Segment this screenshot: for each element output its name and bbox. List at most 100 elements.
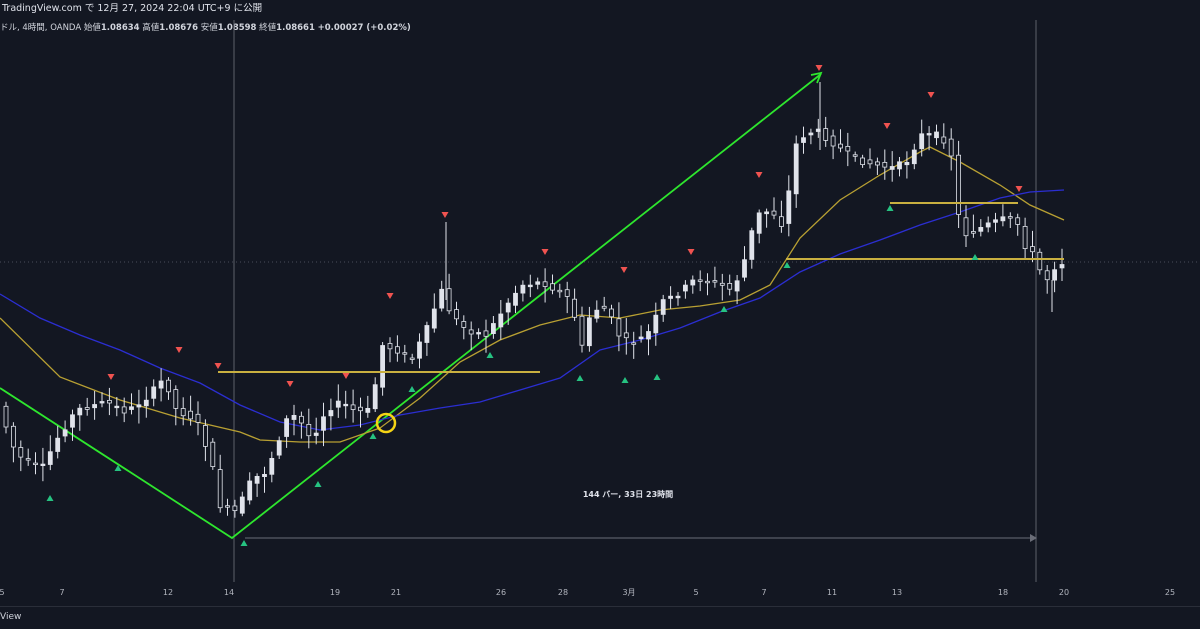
candle-body bbox=[513, 292, 518, 306]
candle-body bbox=[963, 217, 969, 237]
candle-body bbox=[1007, 216, 1013, 219]
candle-body bbox=[3, 405, 9, 428]
candle-body bbox=[1052, 269, 1057, 281]
candle-body bbox=[70, 414, 75, 428]
candle-body bbox=[217, 469, 223, 509]
x-tick-label: 20 bbox=[1059, 588, 1069, 597]
candle-body bbox=[446, 288, 452, 312]
candle-body bbox=[328, 410, 334, 417]
moving-averages bbox=[0, 146, 1065, 443]
swing-low-up-marker bbox=[369, 433, 377, 439]
candle-body bbox=[631, 342, 637, 345]
candle-body bbox=[461, 321, 467, 328]
x-tick-label: 28 bbox=[558, 588, 568, 597]
candle-body bbox=[926, 133, 932, 136]
candle-body bbox=[527, 284, 533, 288]
trendlines bbox=[0, 71, 823, 540]
candle-body bbox=[358, 406, 363, 412]
swing-high-down-marker bbox=[815, 65, 823, 71]
open-label: 始値 bbox=[83, 23, 101, 33]
candle-body bbox=[350, 404, 356, 410]
candle-body bbox=[409, 357, 415, 360]
candle-body bbox=[742, 259, 747, 278]
swing-low-up-marker bbox=[576, 375, 584, 381]
x-tick-label: 7 bbox=[761, 588, 766, 597]
swing-high-down-marker bbox=[214, 363, 222, 369]
open-value: 1.08634 bbox=[100, 23, 140, 33]
publish-text: TradingView.com で 12月 27, 2024 22:04 UTC… bbox=[2, 3, 263, 14]
candle-body bbox=[505, 302, 511, 313]
candle-body bbox=[306, 423, 312, 437]
candle-body bbox=[402, 352, 408, 355]
x-axis: 5 7 12 14 19 21 26 28 3月 5 7 11 13 18 20 25 bbox=[0, 588, 1175, 597]
swing-low-up-marker bbox=[46, 495, 54, 501]
candle-body bbox=[653, 314, 659, 334]
candle-body bbox=[225, 505, 230, 508]
candle-body bbox=[882, 161, 888, 168]
candle-body bbox=[202, 425, 208, 447]
candle-body bbox=[668, 295, 673, 299]
low-label: 安値 bbox=[200, 23, 218, 33]
measure-label: 144 バー, 33日 23時間 bbox=[583, 489, 673, 499]
swing-low-up-marker bbox=[720, 306, 728, 312]
candle-body bbox=[956, 154, 961, 215]
candle-body bbox=[129, 406, 134, 410]
swing-high-down-marker bbox=[687, 249, 695, 255]
candle-body bbox=[823, 128, 829, 141]
candle-body bbox=[10, 425, 16, 448]
candle-body bbox=[372, 384, 378, 410]
candle-body bbox=[25, 458, 31, 461]
candle-body bbox=[793, 143, 799, 195]
x-tick-label: 3月 bbox=[622, 588, 635, 597]
candle-body bbox=[749, 230, 755, 260]
swing-markers bbox=[46, 65, 1023, 546]
swing-low-up-marker bbox=[314, 481, 322, 487]
x-tick-label: 5 bbox=[693, 588, 698, 597]
trendline-arrow-head bbox=[810, 71, 823, 84]
close-label: 終値 bbox=[259, 23, 277, 33]
candle-body bbox=[84, 407, 90, 410]
candle-body bbox=[454, 309, 459, 320]
candle-body bbox=[830, 135, 836, 147]
candle-body bbox=[919, 133, 925, 150]
x-tick-label: 11 bbox=[827, 588, 837, 597]
close-value: 1.08661 bbox=[276, 23, 315, 33]
footer-bar: View bbox=[0, 606, 1200, 629]
candle-body bbox=[542, 281, 548, 287]
high-value: 1.08676 bbox=[159, 23, 199, 33]
swing-low-up-marker bbox=[621, 377, 629, 383]
candle-body bbox=[239, 496, 245, 514]
candle-body bbox=[564, 289, 570, 297]
change-value: +0.00027 (+0.02%) bbox=[317, 23, 411, 33]
candle-body bbox=[254, 475, 260, 484]
candle-body bbox=[756, 212, 762, 234]
candle-body bbox=[387, 343, 393, 350]
swing-low-up-marker bbox=[486, 352, 494, 358]
price-chart[interactable]: 144 バー, 33日 23時間 5 7 12 14 19 21 26 28 3月 5 7 11 13 1… bbox=[0, 0, 1200, 606]
candle-body bbox=[535, 281, 541, 285]
candle-body bbox=[719, 282, 725, 286]
x-tick-label: 7 bbox=[59, 588, 64, 597]
candle-body bbox=[860, 157, 865, 165]
candle-body bbox=[188, 410, 194, 420]
candle-body bbox=[40, 463, 46, 467]
candle-body bbox=[180, 408, 186, 417]
candle-body bbox=[424, 325, 430, 343]
x-tick-label: 5 bbox=[0, 588, 5, 597]
candle-body bbox=[771, 210, 777, 216]
candle-body bbox=[490, 323, 496, 335]
candle-body bbox=[889, 166, 895, 170]
candle-body bbox=[690, 279, 696, 286]
candle-body bbox=[173, 389, 179, 409]
candle-body bbox=[195, 413, 201, 423]
candle-body bbox=[697, 279, 703, 282]
swing-high-down-marker bbox=[755, 172, 763, 178]
swing-low-up-marker bbox=[114, 465, 122, 471]
candle-body bbox=[439, 288, 445, 309]
candle-body bbox=[431, 308, 437, 329]
candle-body bbox=[262, 473, 267, 477]
swing-high-down-marker bbox=[620, 267, 628, 273]
candle-body bbox=[764, 211, 769, 215]
candle-body bbox=[321, 416, 326, 431]
x-tick-label: 14 bbox=[224, 588, 234, 597]
